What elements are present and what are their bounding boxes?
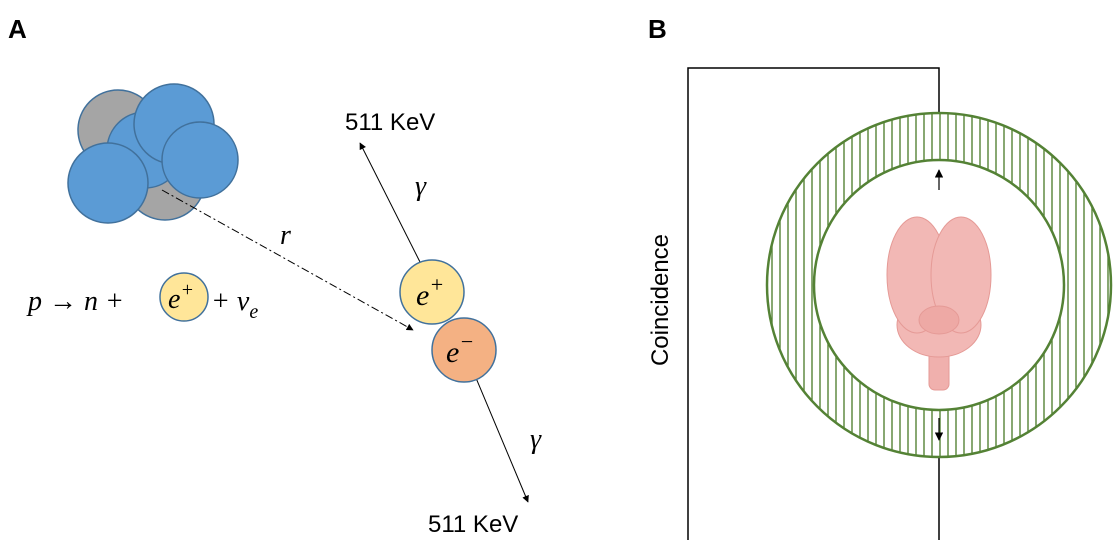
- photon-top: [360, 143, 420, 262]
- superscript: +: [429, 272, 444, 297]
- subscript: e: [249, 301, 258, 323]
- panel-label: B: [648, 14, 667, 44]
- figure: A r p → n + e+ + ve e+ e− 511 KeV γ γ 51…: [0, 0, 1118, 540]
- circuit-label: Coincidence: [647, 234, 674, 366]
- symbol: + v: [211, 286, 250, 317]
- photon-bottom: [476, 378, 528, 502]
- symbol: e: [446, 336, 459, 369]
- symbol: e: [168, 284, 180, 315]
- gamma-label: γ: [530, 424, 542, 455]
- superscript: +: [180, 279, 194, 301]
- gamma-label: γ: [415, 171, 427, 202]
- brain: [887, 217, 991, 390]
- equation-suffix: + ve: [211, 286, 258, 323]
- superscript: −: [459, 329, 474, 354]
- distance-label: r: [280, 220, 291, 251]
- energy-label: 511 KeV: [345, 109, 435, 136]
- panel-label: A: [8, 14, 27, 44]
- equation-prefix: p → n +: [26, 286, 124, 317]
- energy-label: 511 KeV: [428, 511, 518, 538]
- symbol: e: [416, 279, 429, 312]
- nucleus: [68, 84, 238, 223]
